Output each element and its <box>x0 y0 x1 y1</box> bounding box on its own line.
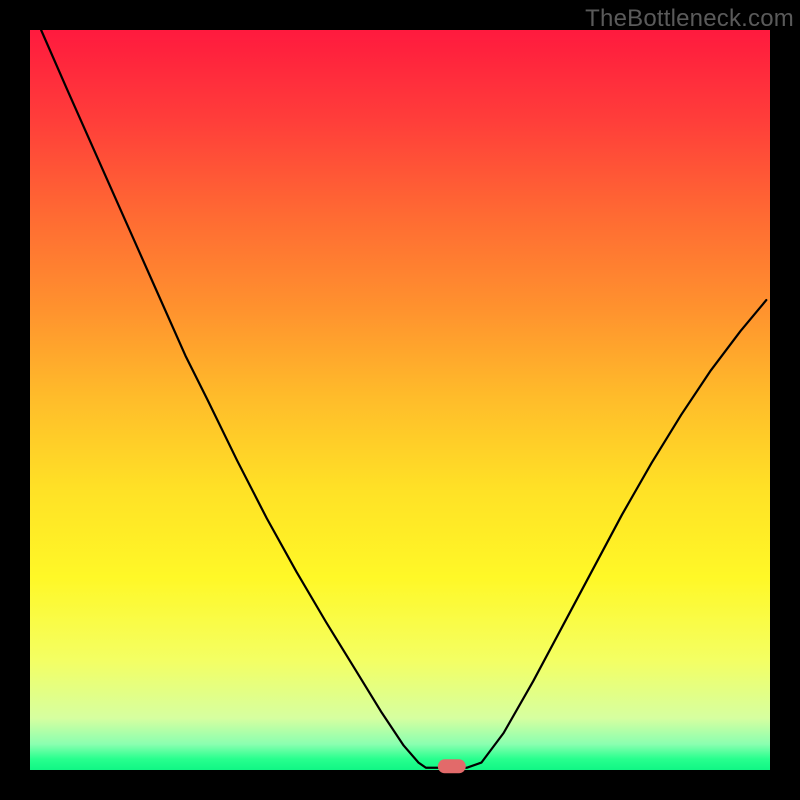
bottleneck-chart <box>0 0 800 800</box>
optimum-marker <box>438 759 466 773</box>
watermark-text: TheBottleneck.com <box>585 5 794 33</box>
gradient-background <box>30 30 770 770</box>
